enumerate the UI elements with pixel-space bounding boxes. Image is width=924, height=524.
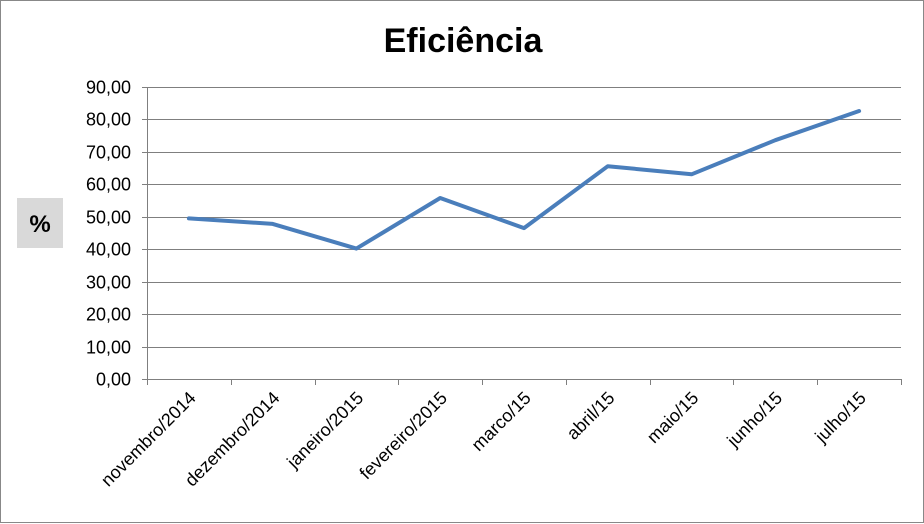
x-tick-label: julho/15 (810, 388, 869, 447)
y-tick-labels: 0,00 10,00 20,00 30,00 40,00 50,00 60,00 70,00 8… (86, 78, 131, 390)
y-tick-label: 50,00 (86, 208, 131, 228)
chart-title: Eficiência (384, 22, 544, 60)
y-axis-label-background (17, 198, 63, 248)
y-tick-label: 80,00 (86, 110, 131, 130)
x-tick-label: maio/15 (643, 388, 702, 447)
x-tick-label: junho/15 (722, 388, 786, 452)
y-tick-label: 60,00 (86, 175, 131, 195)
gridlines (147, 87, 901, 348)
x-tick-label: fevereiro/2015 (356, 388, 452, 484)
y-tick-label: 40,00 (86, 240, 131, 260)
y-axis-label: % (29, 211, 50, 238)
y-tick-label: 70,00 (86, 143, 131, 163)
y-tick-label: 0,00 (96, 370, 131, 390)
series-line (186, 109, 862, 251)
x-tick-label: abril/15 (563, 388, 619, 444)
axes (142, 87, 902, 385)
y-tick-label: 10,00 (86, 338, 131, 358)
y-axis-label-box: % (17, 198, 63, 248)
x-tick-label: janeiro/2015 (282, 388, 367, 473)
y-tick-label: 20,00 (86, 305, 131, 325)
x-tick-label: marco/15 (468, 388, 535, 455)
y-tick-label: 90,00 (86, 78, 131, 98)
series-layer (186, 109, 862, 251)
y-tick-label: 30,00 (86, 273, 131, 293)
